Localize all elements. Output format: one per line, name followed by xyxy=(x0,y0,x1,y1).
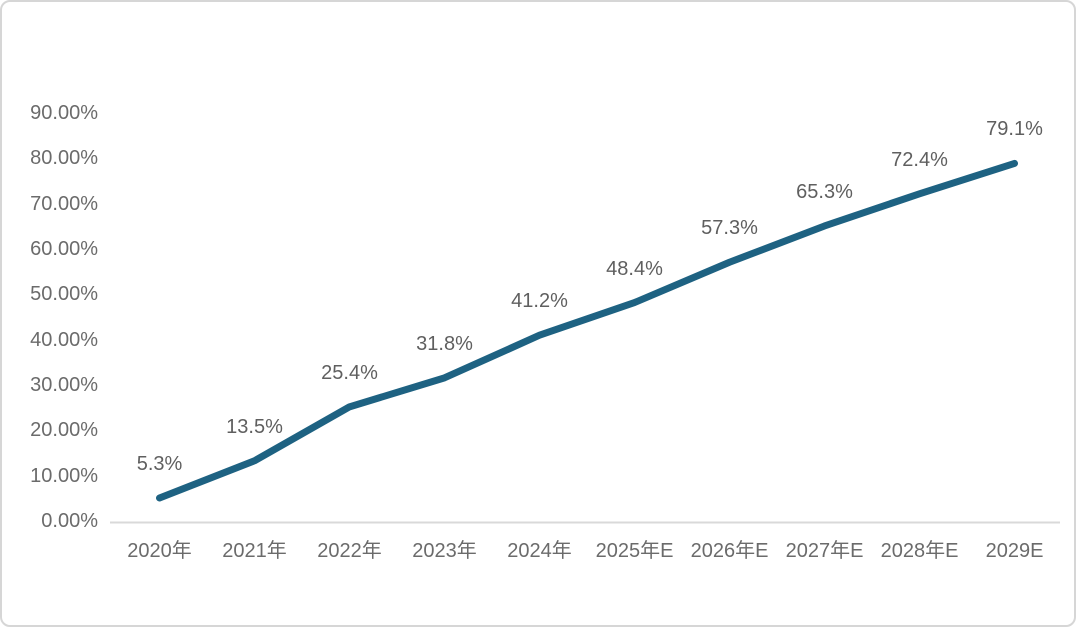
x-axis-tick-label: 2020年 xyxy=(127,540,192,562)
y-axis-tick-label: 10.00% xyxy=(30,464,98,487)
data-point-label: 48.4% xyxy=(606,257,663,280)
x-axis-tick-label: 2029E xyxy=(985,540,1044,562)
x-axis-tick-label: 2022年 xyxy=(317,540,382,562)
data-point-label: 25.4% xyxy=(321,361,378,384)
x-axis-tick-label: 2026年E xyxy=(690,540,769,562)
x-axis-tick-label: 2025年E xyxy=(595,540,674,562)
y-axis-tick-label: 0.00% xyxy=(41,510,98,532)
x-axis-tick-label: 2027年E xyxy=(785,540,864,562)
data-point-label: 57.3% xyxy=(701,217,758,240)
data-point-label: 5.3% xyxy=(136,452,183,475)
data-point-label: 13.5% xyxy=(226,415,283,438)
x-axis-tick-label: 2021年 xyxy=(222,540,287,562)
y-axis-tick-label: 50.00% xyxy=(30,283,98,306)
y-axis-tick-label: 40.00% xyxy=(30,328,98,351)
trend-line xyxy=(156,159,1018,502)
y-axis-tick-label: 70.00% xyxy=(30,192,98,215)
data-point-label: 31.8% xyxy=(416,332,473,355)
data-point-label: 41.2% xyxy=(511,290,568,313)
x-axis-tick-label: 2024年 xyxy=(507,540,572,562)
y-axis-tick-label: 30.00% xyxy=(30,374,98,396)
data-point-label: 72.4% xyxy=(891,148,948,171)
data-point-label: 65.3% xyxy=(796,180,853,203)
y-axis-tick-label: 60.00% xyxy=(30,238,98,260)
y-axis-tick-label: 20.00% xyxy=(30,419,98,442)
x-axis-tick-label: 2023年 xyxy=(412,540,477,562)
data-point-label: 79.1% xyxy=(986,118,1043,141)
x-axis-tick-label: 2028年E xyxy=(880,540,959,562)
y-axis-tick-label: 90.00% xyxy=(30,102,98,124)
y-axis-tick-label: 80.00% xyxy=(30,147,98,170)
